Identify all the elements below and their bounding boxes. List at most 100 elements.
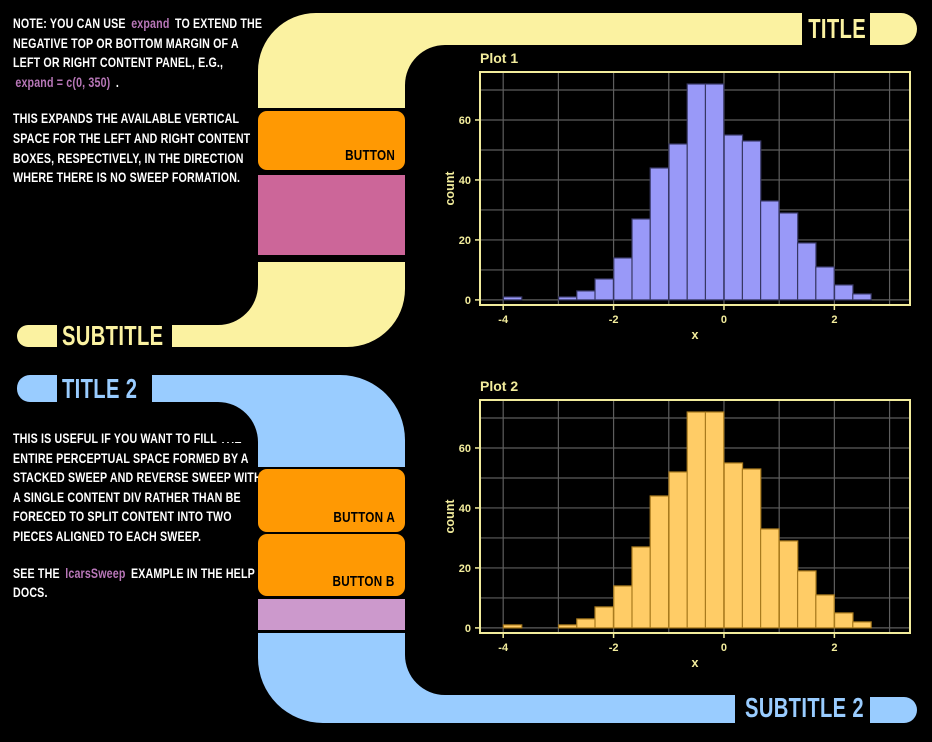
button-a[interactable]: BUTTON A — [258, 469, 405, 532]
histogram-bar — [686, 83, 707, 301]
y-tick-label: 20 — [459, 563, 471, 575]
sweep-inner-corner — [405, 655, 445, 695]
histogram-bar — [502, 296, 523, 301]
text-run: TO EXTEND THE NEGATIVE TOP OR BOTTOM MAR… — [13, 16, 263, 71]
y-tick-label: 40 — [459, 175, 471, 187]
button-a-label: BUTTON A — [333, 509, 395, 526]
y-tick-label: 60 — [459, 115, 471, 127]
histogram-bar — [723, 462, 744, 629]
x-axis-title: x — [692, 656, 699, 668]
sweep-inner-corner — [218, 402, 258, 442]
sweep-inner-corner — [405, 45, 445, 85]
histogram-bar — [796, 242, 817, 301]
useful-paragraph: THIS IS USEFUL IF YOU WANT TO FILL THE E… — [13, 429, 263, 547]
histogram-bar — [557, 624, 578, 629]
histogram-bar — [760, 200, 780, 301]
histogram-bar — [613, 585, 633, 629]
subtitle-bar — [172, 325, 262, 347]
text-run: SEE THE — [13, 565, 63, 581]
x-tick-label: 0 — [721, 314, 727, 326]
top-title-bar — [405, 13, 802, 45]
x-tick-label: 2 — [831, 314, 837, 326]
sweep-inner-corner-cut — [218, 285, 258, 325]
text-run: THIS EXPANDS THE AVAILABLE VERTICAL SPAC… — [13, 111, 251, 186]
button[interactable]: BUTTON — [258, 111, 405, 170]
text-run: . — [112, 74, 120, 90]
histogram-bar — [815, 266, 835, 301]
histogram-bar — [741, 140, 762, 301]
title2-bar — [152, 375, 258, 402]
histogram-bar — [704, 411, 725, 629]
histogram-bar — [594, 606, 614, 629]
x-tick-label: -2 — [609, 314, 619, 326]
sweep-inner-corner-cut — [218, 402, 258, 442]
inline-code: lcarsSweep — [65, 565, 126, 581]
top-bar-end-cap — [870, 13, 917, 45]
histogram-bar — [576, 618, 596, 629]
page-title: TITLE — [808, 13, 866, 44]
histogram-bar — [649, 167, 670, 301]
histogram-bar — [613, 257, 633, 301]
text-run: THIS IS USEFUL IF YOU WANT TO FILL THE E… — [13, 431, 262, 544]
y-tick-label: 0 — [465, 295, 471, 307]
button-b-label: BUTTON B — [332, 573, 395, 590]
x-axis-title: x — [692, 328, 699, 340]
histogram-bar — [778, 212, 799, 301]
y-tick-label: 0 — [465, 623, 471, 635]
histogram-bar — [668, 143, 688, 301]
text-run: NOTE: YOU CAN USE — [13, 16, 129, 31]
histogram-bar — [649, 495, 670, 629]
button-label: BUTTON — [345, 147, 395, 164]
y-axis-title: count — [443, 171, 457, 206]
panel-border — [479, 399, 911, 634]
y-tick-label: 20 — [459, 235, 471, 247]
useful-text-block: THIS IS USEFUL IF YOU WANT TO FILL THE E… — [13, 429, 263, 620]
histogram-bar — [668, 471, 688, 629]
note-text-block: NOTE: YOU CAN USE expand TO EXTEND THE N… — [13, 14, 263, 205]
title2-left-cap — [17, 375, 57, 402]
expand-paragraph: THIS EXPANDS THE AVAILABLE VERTICAL SPAC… — [13, 109, 263, 187]
histogram-bar — [760, 528, 780, 629]
chart-title: Plot 2 — [480, 378, 518, 394]
panel-border — [479, 71, 911, 306]
histogram-bar — [815, 594, 835, 629]
y-tick-label: 60 — [459, 443, 471, 455]
histogram-bar — [502, 624, 523, 629]
note-paragraph: NOTE: YOU CAN USE expand TO EXTEND THE N… — [13, 14, 263, 92]
y-tick-label: 40 — [459, 503, 471, 515]
histogram-bar — [631, 546, 651, 629]
histogram-bar — [704, 83, 725, 301]
sweep-inner-corner-cut — [405, 45, 445, 85]
chart-title: Plot 1 — [480, 50, 518, 66]
subtitle-left-cap — [17, 325, 57, 347]
top-sweep-lower-elbow — [258, 262, 405, 347]
histogram-bar — [576, 290, 596, 301]
histogram-bar — [852, 621, 872, 629]
histogram-bar — [741, 468, 762, 629]
histogram-bar — [631, 218, 651, 301]
see-help-paragraph: SEE THE lcarsSweep EXAMPLE IN THE HELP D… — [13, 564, 263, 603]
histogram-bar — [833, 612, 854, 629]
page-subtitle-2: SUBTITLE 2 — [745, 691, 864, 723]
bottom-bar-end-cap — [870, 697, 917, 723]
sweep-inner-corner-cut — [405, 655, 445, 695]
histogram-bar — [833, 284, 854, 301]
x-tick-label: -4 — [498, 642, 509, 654]
histogram-bar — [686, 411, 707, 629]
button-b[interactable]: BUTTON B — [258, 534, 405, 596]
y-axis-title: count — [443, 499, 457, 534]
pink-panel-segment — [258, 175, 405, 255]
lilac-panel-segment — [258, 599, 405, 630]
x-tick-label: 2 — [831, 642, 837, 654]
subtitle2-bar — [405, 695, 735, 723]
histogram-bar — [594, 278, 614, 301]
x-tick-label: -2 — [609, 642, 619, 654]
top-sweep-elbow — [258, 13, 405, 108]
histogram-bar — [723, 134, 744, 301]
page-title-2: TITLE 2 — [62, 372, 138, 404]
page-subtitle: SUBTITLE — [62, 319, 164, 351]
inline-code: expand = c(0, 350) — [15, 74, 111, 90]
